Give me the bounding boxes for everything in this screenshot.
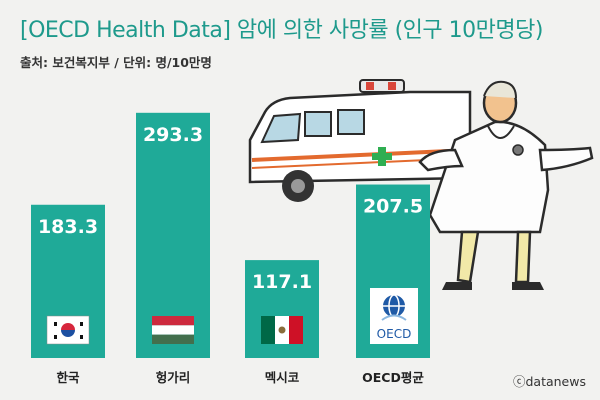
doctor-illustration bbox=[418, 80, 594, 290]
ambulance-illustration bbox=[248, 79, 472, 202]
value-label-1: 183.3 bbox=[38, 216, 98, 238]
mexico-flag-icon bbox=[261, 316, 303, 344]
copyright-credit: ⓒdatanews bbox=[512, 374, 586, 389]
source-note: 출처: 보건복지부 / 단위: 명/10만명 bbox=[20, 55, 212, 70]
page-title: [OECD Health Data] 암에 의한 사망률 (인구 10만명당) bbox=[20, 18, 543, 43]
value-label-2: 293.3 bbox=[143, 124, 203, 146]
hungary-flag-icon bbox=[152, 316, 194, 344]
value-label-4: 207.5 bbox=[363, 196, 423, 218]
category-label-1: 한국 bbox=[56, 370, 80, 385]
category-label-3: 멕시코 bbox=[265, 370, 300, 385]
korea-flag-icon bbox=[46, 315, 90, 345]
category-label-2: 헝가리 bbox=[156, 370, 191, 385]
oecd-logo-icon: OECD bbox=[370, 288, 418, 344]
category-label-4: OECD평균 bbox=[362, 370, 424, 385]
value-label-3: 117.1 bbox=[252, 271, 312, 293]
oecd-logo-text: OECD bbox=[377, 327, 412, 341]
